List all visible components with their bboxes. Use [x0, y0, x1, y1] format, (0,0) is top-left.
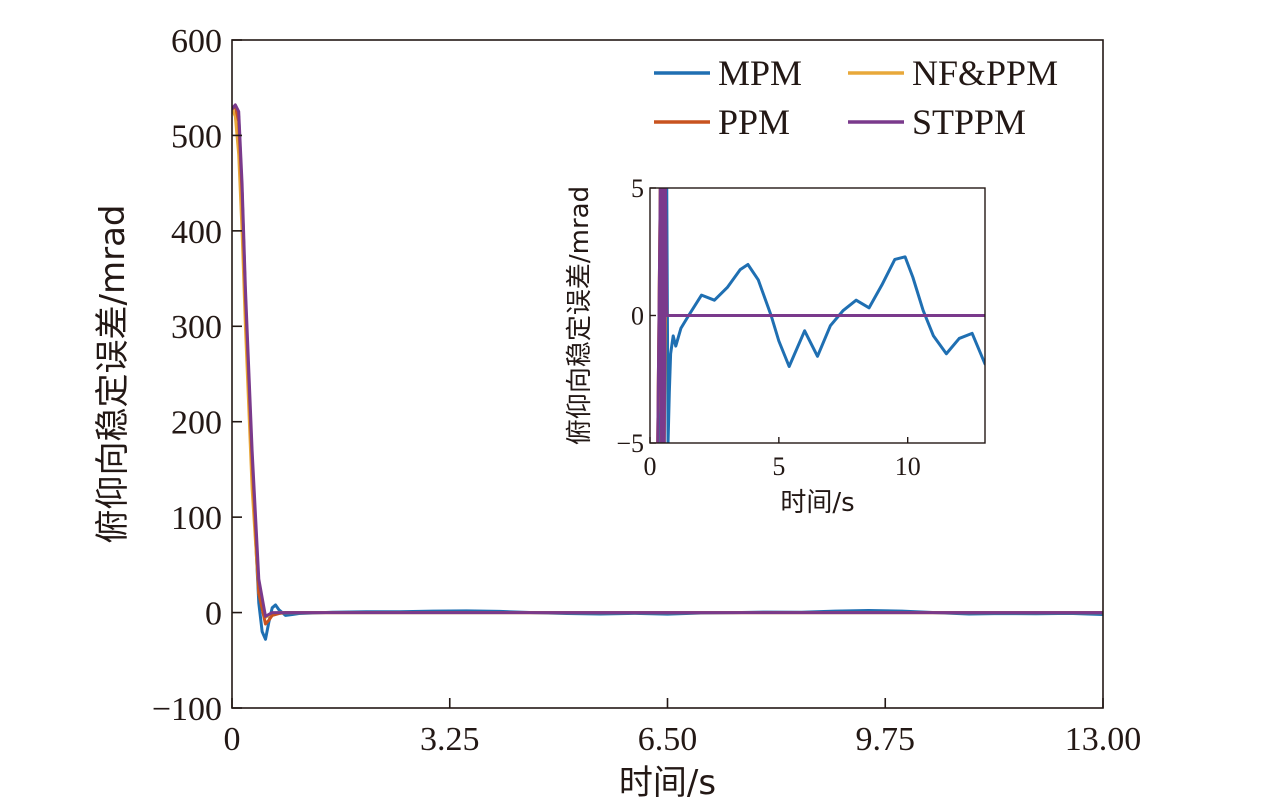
main-y-tick-label: 0 — [205, 595, 222, 632]
inset-series-group — [656, 188, 985, 443]
main-y-tick-label: 400 — [171, 214, 222, 251]
main-x-tick-label: 6.50 — [638, 721, 698, 758]
legend-label: MPM — [718, 53, 802, 93]
legend-label: STPPM — [912, 102, 1026, 142]
inset-x-tick-label: 0 — [644, 452, 657, 481]
inset-series-line-stppm — [656, 188, 985, 443]
inset-y-tick-label: 0 — [631, 302, 644, 331]
main-series-group — [232, 103, 1103, 641]
main-y-tick-label: 600 — [171, 23, 222, 60]
main-x-axis-title: 时间/s — [619, 763, 716, 803]
main-y-tick-label: 300 — [171, 309, 222, 346]
main-series-line-stppm — [232, 103, 1103, 618]
inset-y-tick-label: −5 — [616, 429, 644, 458]
inset-y-tick-label: 5 — [631, 174, 644, 203]
main-x-tick-label: 9.75 — [856, 721, 916, 758]
legend-label: PPM — [718, 102, 790, 142]
main-y-tick-label: −100 — [152, 691, 222, 728]
inset-x-tick-label: 10 — [895, 452, 921, 481]
main-y-tick-label: 500 — [171, 118, 222, 155]
main-x-tick-label: 13.00 — [1065, 721, 1142, 758]
inset-x-axis-title: 时间/s — [780, 488, 854, 518]
legend: MPM NF&PPM PPM STPPM — [654, 53, 1058, 142]
inset-x-tick-label: 5 — [772, 452, 785, 481]
main-y-tick-label: 200 — [171, 405, 222, 442]
main-x-tick-label: 0 — [224, 721, 241, 758]
main-y-axis-title: 俯仰向稳定误差/mrad — [93, 205, 133, 544]
main-y-tick-label: 100 — [171, 500, 222, 537]
main-x-tick-label: 3.25 — [420, 721, 480, 758]
inset-y-axis-title: 俯仰向稳定误差/mrad — [565, 186, 595, 445]
legend-label: NF&PPM — [912, 53, 1058, 93]
main-series-line-mpm — [232, 105, 1103, 641]
